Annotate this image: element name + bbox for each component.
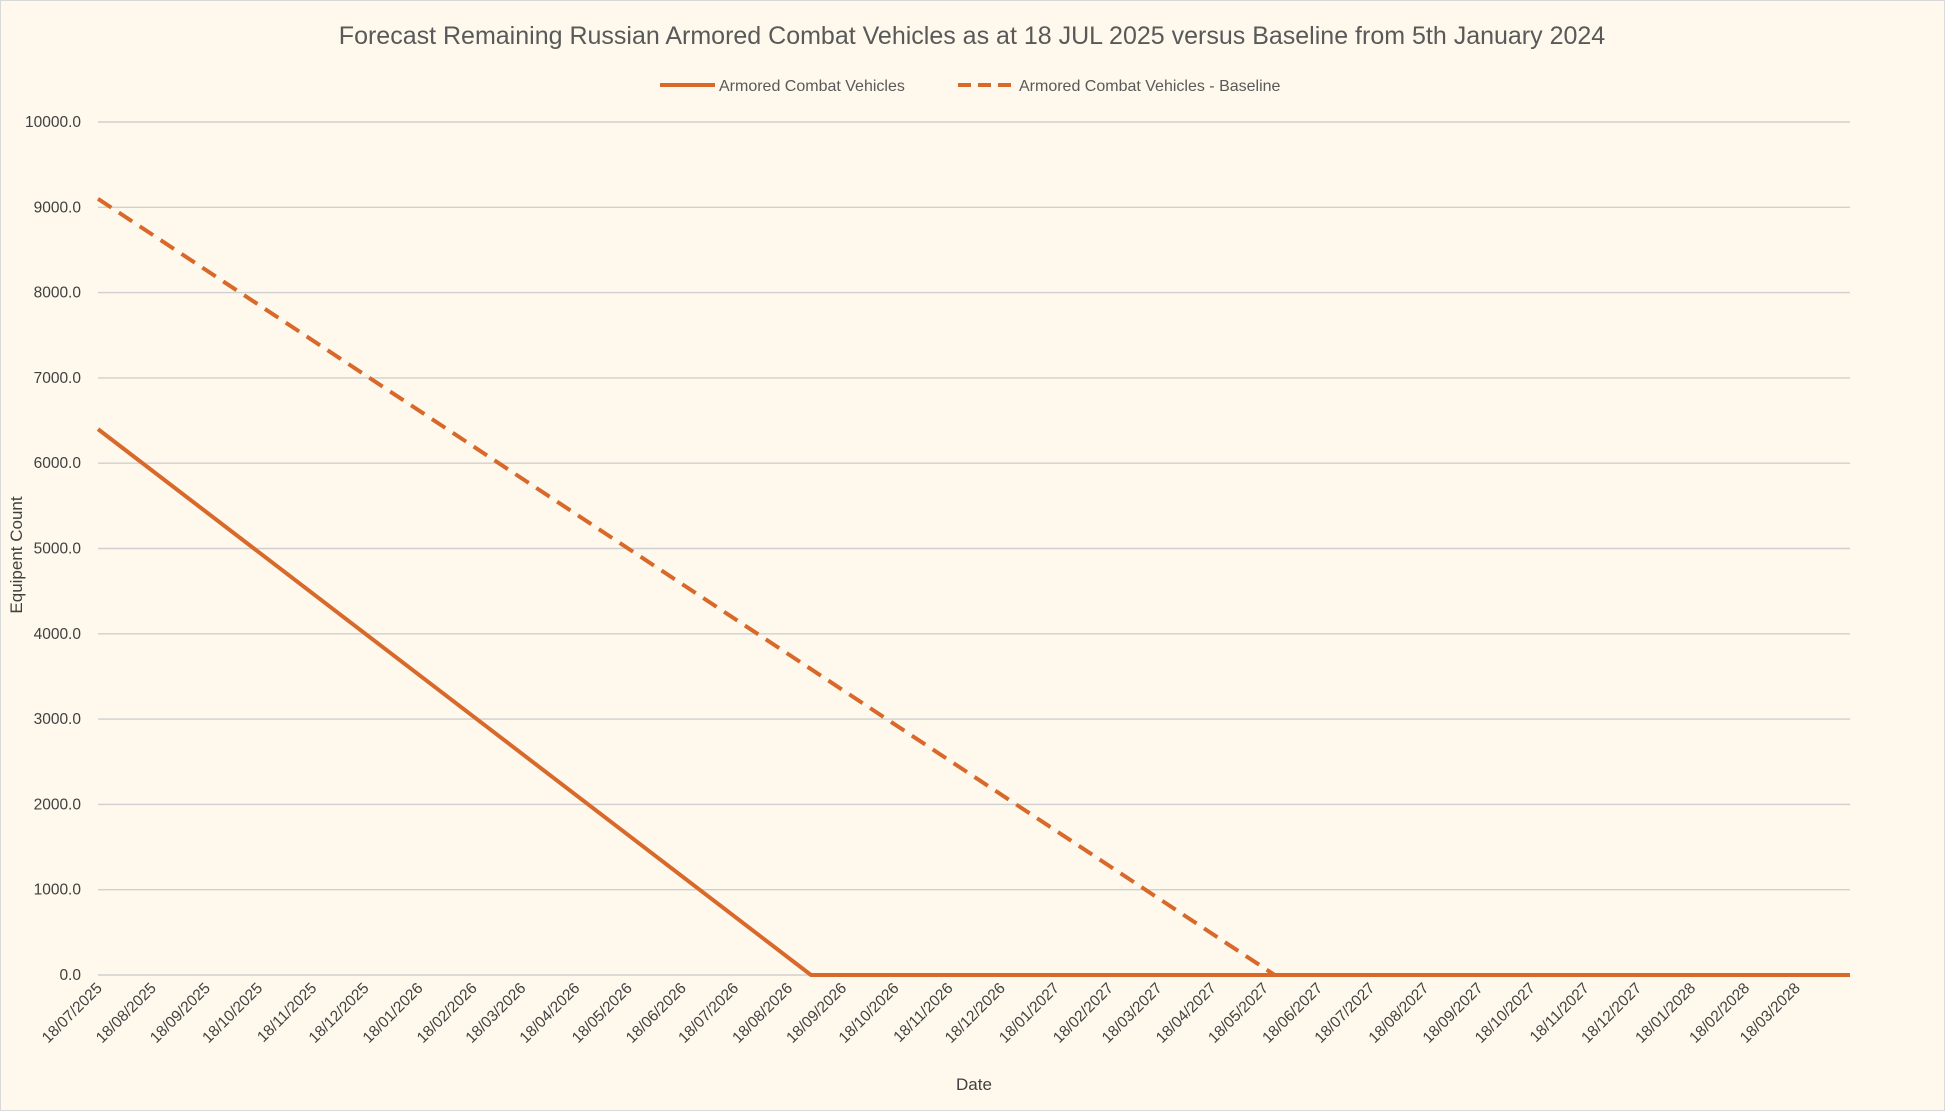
y-axis-tick-labels: 0.0 1000.0 2000.0 3000.0 4000.0 5000.0 6000.0 7… <box>25 114 81 984</box>
y-tick-label: 4000.0 <box>34 626 82 643</box>
legend-label-series-2: Armored Combat Vehicles - Baseline <box>1019 78 1281 95</box>
y-tick-label: 9000.0 <box>34 199 82 216</box>
y-tick-label: 0.0 <box>59 967 81 984</box>
chart-title: Forecast Remaining Russian Armored Comba… <box>339 22 1605 50</box>
y-axis-title: Equipent Count <box>7 496 26 613</box>
series-lines <box>96 197 1850 977</box>
y-tick-label: 5000.0 <box>34 541 82 558</box>
series-line-2 <box>96 197 1276 977</box>
gridlines <box>98 121 1850 976</box>
y-tick-label: 10000.0 <box>25 114 81 131</box>
y-tick-label: 3000.0 <box>34 711 82 728</box>
series-line-1 <box>96 427 1850 977</box>
legend-label-series-1: Armored Combat Vehicles <box>719 78 905 95</box>
y-tick-label: 8000.0 <box>34 285 82 302</box>
y-tick-label: 1000.0 <box>34 882 82 899</box>
y-tick-label: 2000.0 <box>34 796 82 813</box>
y-tick-label: 6000.0 <box>34 455 82 472</box>
x-axis-title: Date <box>956 1075 992 1094</box>
y-tick-label: 7000.0 <box>34 370 82 387</box>
legend: Armored Combat Vehicles Armored Combat V… <box>660 78 1281 95</box>
